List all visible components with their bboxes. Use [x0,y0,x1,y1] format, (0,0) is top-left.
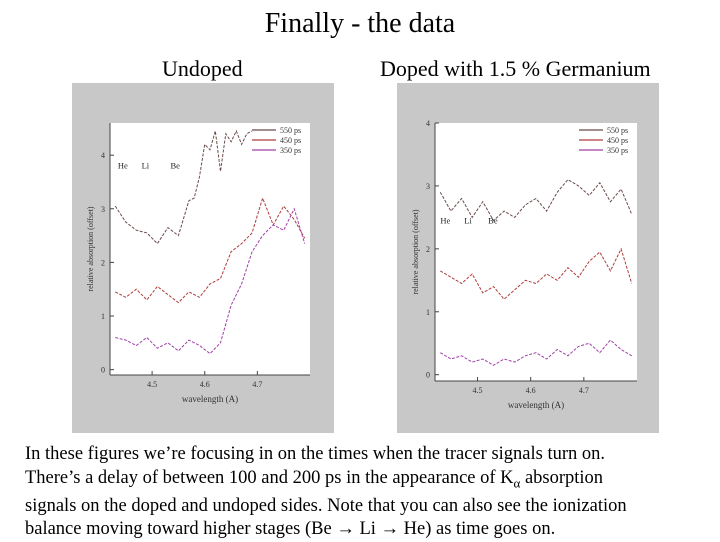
y-tick-label: 1 [101,312,105,321]
plot-area [435,123,637,381]
series-line [115,207,306,355]
ion-label: Li [464,216,472,226]
series-line [114,129,253,245]
x-tick-label: 4.7 [579,386,589,395]
legend-entry: 550 ps [280,126,301,135]
caption-text: In these figures we’re focusing in on th… [25,443,705,542]
x-tick-label: 4.6 [526,386,536,395]
legend-entry: 450 ps [280,136,301,145]
doped-chart: 0 1 2 3 4 4.5 4.6 4.7 wavelength (A) relative abs… [411,119,637,410]
y-tick-label: 3 [426,182,430,191]
y-tick-label: 0 [426,371,430,380]
ion-label: He [118,161,128,171]
y-tick-label: 4 [426,119,430,128]
y-tick-label: 0 [101,366,105,375]
legend-entry: 450 ps [607,136,628,145]
legend-entry: 550 ps [607,126,628,135]
k-alpha-subscript: α [513,475,521,491]
caption-line: balance moving toward higher stages (Be … [25,519,556,540]
slide-title: Finally - the data [264,8,456,39]
x-tick-label: 4.5 [473,386,483,395]
y-tick-label: 2 [101,258,105,267]
caption-line: signals on the doped and undoped sides. … [25,495,627,516]
undoped-chart-frame: 0 1 2 3 4 4.5 4.6 4.7 wavelength (A) relative abs… [72,83,334,433]
x-tick-label: 4.6 [200,380,210,389]
undoped-chart: 0 1 2 3 4 4.5 4.6 4.7 wavelength (A) relative abs… [86,123,310,404]
y-axis-label: relative absorption (offset) [86,206,95,291]
y-axis-label: relative absorption (offset) [411,209,420,294]
series-line [440,247,633,300]
x-tick-label: 4.5 [147,380,157,389]
y-tick-label: 2 [426,245,430,254]
legend-entry: 350 ps [607,146,628,155]
undoped-label: Undoped [162,56,243,81]
doped-chart-frame: 0 1 2 3 4 4.5 4.6 4.7 wavelength (A) relative abs… [397,83,659,433]
caption-line: There’s a delay of between 100 and 200 p… [25,467,604,491]
series-line [439,178,633,222]
doped-label: Doped with 1.5 % Germanium [380,56,651,81]
y-tick-label: 3 [101,205,105,214]
caption-line: In these figures we’re focusing in on th… [25,444,606,464]
plot-area [110,123,310,375]
series-line [440,339,632,366]
ion-label: He [440,216,450,226]
ion-label: Be [488,216,498,226]
x-axis-label: wavelength (A) [182,394,238,404]
ion-label: Li [142,161,150,171]
x-axis-label: wavelength (A) [508,400,564,410]
y-tick-label: 1 [426,308,430,317]
legend-entry: 350 ps [280,146,301,155]
x-tick-label: 4.7 [252,380,262,389]
ion-label: Be [171,161,181,171]
y-tick-label: 4 [101,151,105,160]
